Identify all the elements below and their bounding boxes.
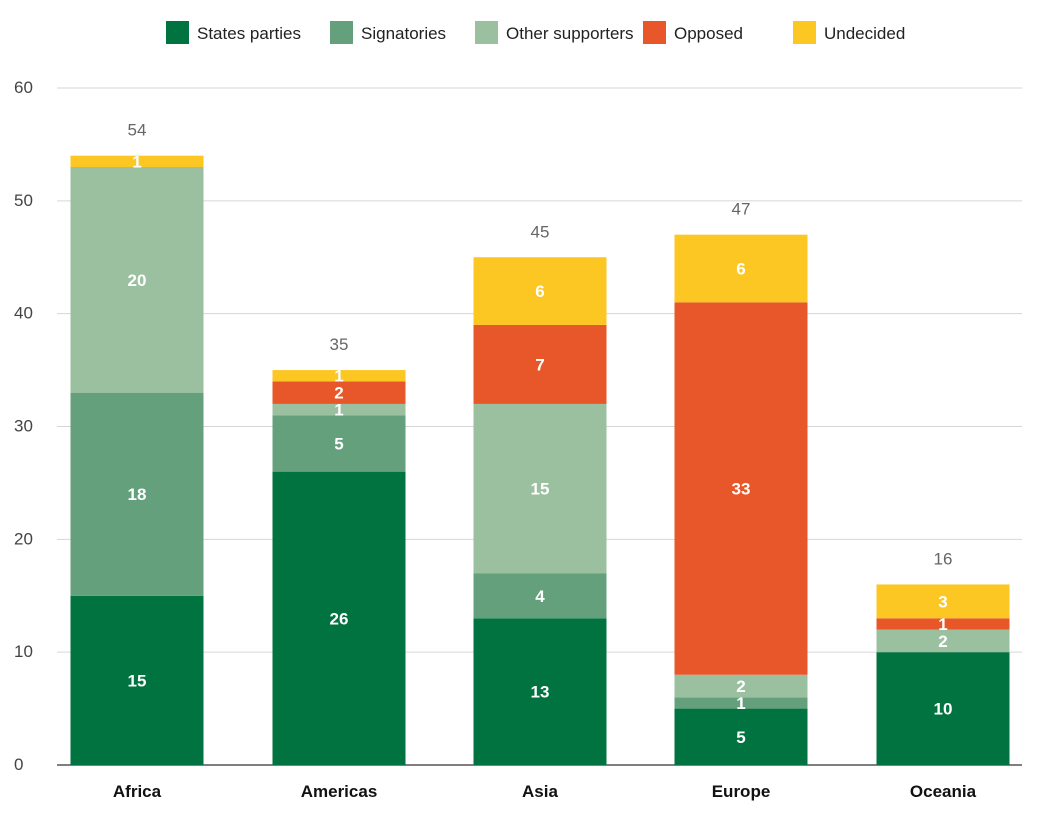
y-axis: 0 10 20 30 40 50 60: [14, 78, 33, 774]
legend-swatch-1: [330, 21, 353, 44]
bar-segment-europe-2: [674, 674, 808, 698]
legend-label-1: Signatories: [361, 24, 446, 43]
data-label-oceania-4: 3: [938, 592, 947, 611]
data-label-europe-3: 33: [732, 480, 751, 499]
bar-segment-europe-4: [674, 234, 808, 303]
y-tick-label-10: 10: [14, 642, 33, 661]
data-label-europe-2: 2: [736, 677, 745, 696]
x-axis: Africa Americas Asia Europe Oceania: [113, 782, 977, 801]
bar-segment-asia-4: [473, 257, 607, 325]
total-label-europe: 47: [732, 200, 751, 219]
data-label-europe-0: 5: [736, 728, 745, 747]
y-tick-label-50: 50: [14, 191, 33, 210]
data-label-europe-4: 6: [736, 260, 745, 279]
data-label-americas-3: 2: [334, 384, 343, 403]
bar-segment-asia-2: [473, 403, 607, 574]
legend-label-2: Other supporters: [506, 24, 634, 43]
y-tick-label-60: 60: [14, 78, 33, 97]
bar-segment-africa-2: [70, 166, 204, 393]
y-tick-label-20: 20: [14, 529, 33, 548]
data-label-americas-0: 26: [330, 609, 349, 628]
total-label-americas: 35: [330, 335, 349, 354]
bar-segment-europe-0: [674, 708, 808, 765]
total-label-asia: 45: [531, 222, 550, 241]
data-label-oceania-0: 10: [934, 700, 953, 719]
legend-label-3: Opposed: [674, 24, 743, 43]
bar-segment-africa-4: [70, 155, 204, 167]
x-tick-label-europe: Europe: [712, 782, 771, 801]
legend-swatch-2: [475, 21, 498, 44]
legend-swatch-0: [166, 21, 189, 44]
total-label-oceania: 16: [934, 549, 953, 568]
total-label-africa: 54: [128, 121, 147, 140]
bar-segment-africa-1: [70, 392, 204, 596]
bar-segment-asia-3: [473, 324, 607, 404]
bar-segment-africa-0: [70, 595, 204, 765]
x-tick-label-asia: Asia: [522, 782, 558, 801]
x-tick-label-oceania: Oceania: [910, 782, 977, 801]
data-label-africa-0: 15: [128, 671, 147, 690]
bar-segment-oceania-2: [876, 629, 1010, 653]
legend-label-4: Undecided: [824, 24, 905, 43]
bars: 1518201542651213513415764551233647102131…: [70, 121, 1010, 765]
bar-segment-oceania-3: [876, 618, 1010, 630]
bar-segment-americas-3: [272, 381, 406, 404]
data-label-asia-0: 13: [531, 683, 550, 702]
bar-segment-americas-4: [272, 370, 406, 382]
legend-swatch-3: [643, 21, 666, 44]
bar-segment-americas-1: [272, 415, 406, 472]
bar-segment-asia-0: [473, 618, 607, 765]
data-label-europe-1: 1: [736, 694, 745, 713]
bar-segment-americas-0: [272, 471, 406, 765]
bar-segment-asia-1: [473, 573, 607, 619]
bar-segment-oceania-0: [876, 652, 1010, 765]
data-label-oceania-2: 2: [938, 632, 947, 651]
y-tick-label-40: 40: [14, 304, 33, 323]
data-label-americas-4: 1: [334, 367, 343, 386]
data-label-africa-1: 18: [128, 485, 147, 504]
bar-segment-europe-1: [674, 697, 808, 709]
data-label-africa-4: 1: [132, 152, 141, 171]
data-label-asia-3: 7: [535, 355, 544, 374]
legend-swatch-4: [793, 21, 816, 44]
bar-segment-oceania-4: [876, 584, 1010, 619]
data-label-americas-2: 1: [334, 401, 343, 420]
y-tick-label-0: 0: [14, 755, 23, 774]
data-label-americas-1: 5: [334, 434, 343, 453]
bar-segment-americas-2: [272, 403, 406, 416]
y-tick-label-30: 30: [14, 417, 33, 436]
x-tick-label-africa: Africa: [113, 782, 162, 801]
legend-label-0: States parties: [197, 24, 301, 43]
data-label-asia-2: 15: [531, 480, 550, 499]
bar-segment-europe-3: [674, 302, 808, 675]
x-tick-label-americas: Americas: [301, 782, 378, 801]
data-label-asia-4: 6: [535, 282, 544, 301]
legend: States parties Signatories Other supporter…: [166, 21, 905, 44]
data-label-africa-2: 20: [128, 271, 147, 290]
data-label-oceania-3: 1: [938, 615, 947, 634]
data-label-asia-1: 4: [535, 587, 545, 606]
